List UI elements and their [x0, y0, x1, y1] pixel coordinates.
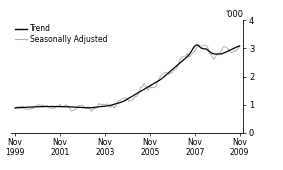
- Legend: Trend, Seasonally Adjusted: Trend, Seasonally Adjusted: [15, 24, 107, 44]
- Text: '000: '000: [225, 10, 243, 19]
